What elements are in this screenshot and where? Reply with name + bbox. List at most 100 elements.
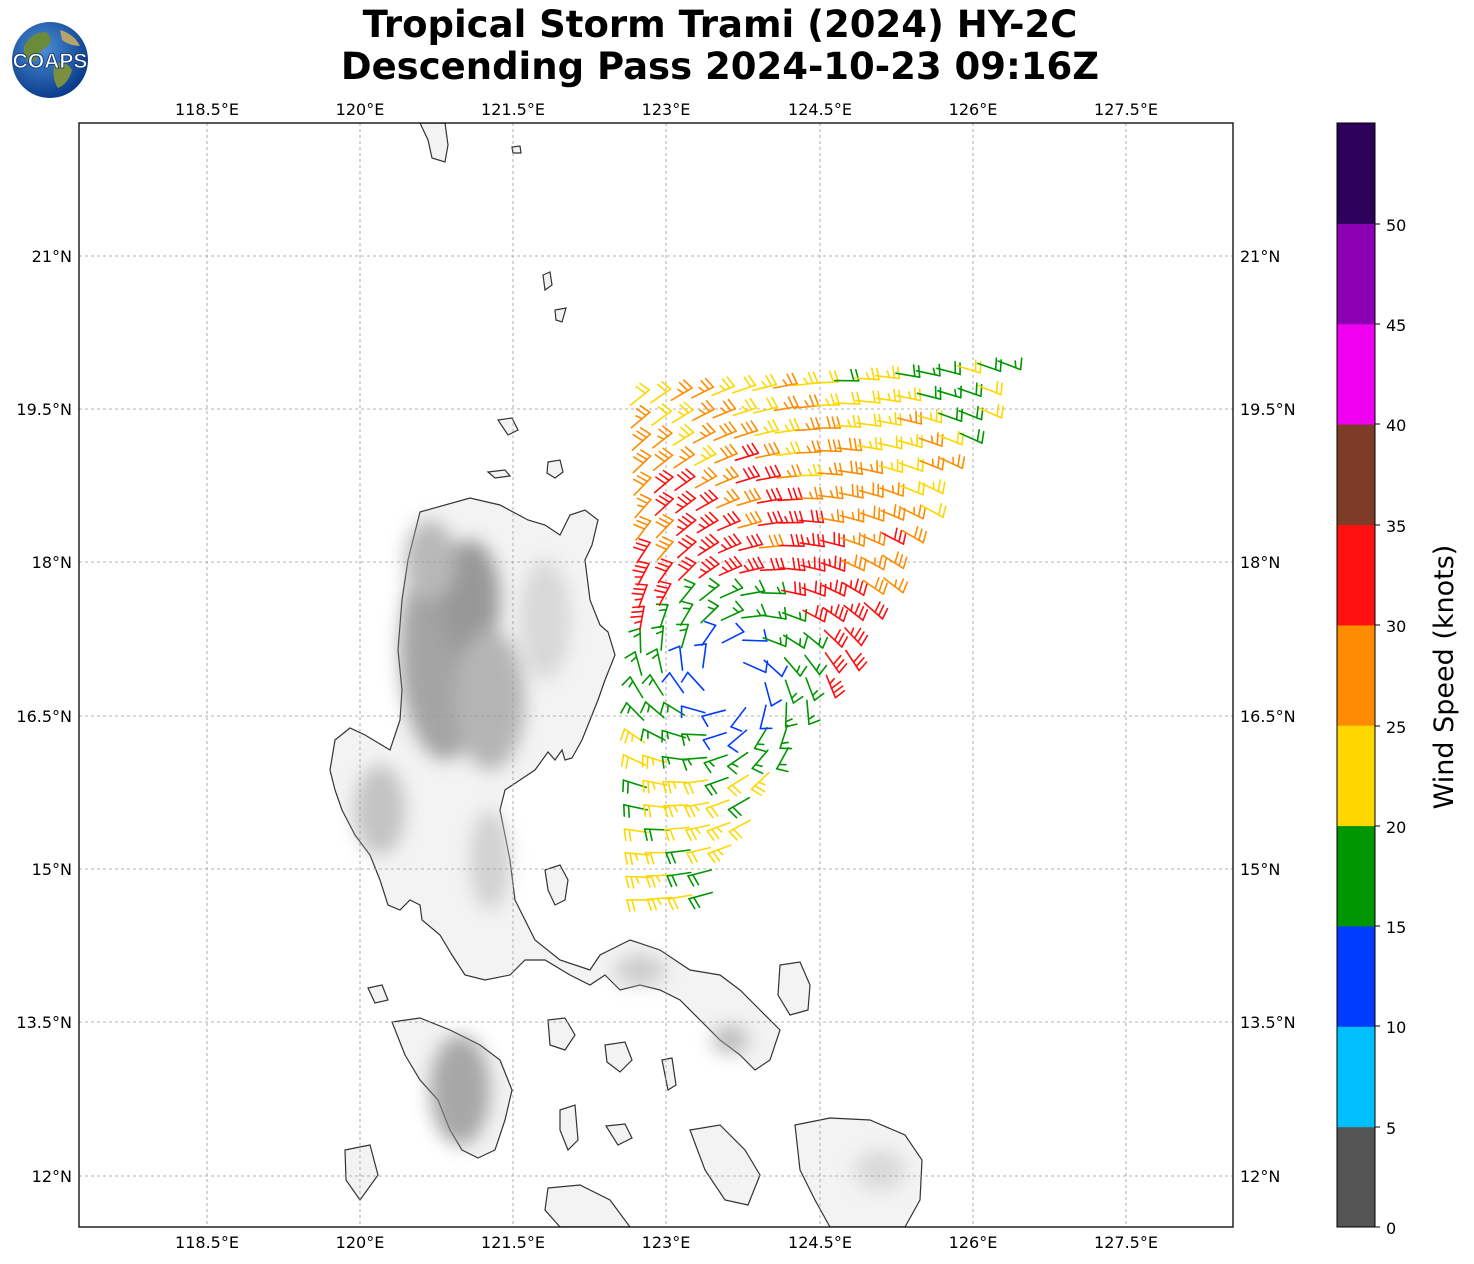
colorbar-segment [1337,1026,1375,1128]
lat-label-15-left: 15°N [32,860,72,879]
wind-barb [668,645,684,671]
wind-barb [880,503,906,521]
wind-barb [681,756,708,771]
wind-barb [750,771,770,796]
wind-barb [784,679,804,704]
wind-barb [622,803,649,819]
small-island-a [367,984,389,1004]
lat-label-18-right: 18°N [1240,553,1280,572]
wind-barb [720,600,745,622]
wind-barb [715,466,739,487]
wind-barb [862,576,888,595]
wind-barb [740,579,766,597]
wind-barb [639,701,665,719]
wind-barb [805,677,825,702]
lon-label-118-5-top: 118.5°E [175,100,239,119]
wind-barb [680,733,707,747]
colorbar-label: Wind Speed (knots) [1429,545,1460,810]
wind-barb [921,502,947,519]
title-line1: Tropical Storm Trami (2024) HY-2C [362,3,1078,46]
lon-label-121-5-top: 121.5°E [481,100,545,119]
wind-barb [672,423,695,447]
cb-label-0: 0 [1386,1219,1396,1238]
wind-barb [654,491,675,516]
wind-barb [845,649,868,672]
lon-labels-bottom: 118.5°E 120°E 121.5°E 123°E 124.5°E 126°… [175,1233,1158,1252]
colorbar-segment [1337,223,1375,325]
wind-barb [881,527,907,545]
wind-barb [666,871,692,888]
wind-barb [882,551,908,570]
wind-barb [919,455,945,471]
wind-barb [704,776,729,796]
wind-barb [670,379,693,402]
wind-barb [705,799,730,819]
lat-labels-left: 21°N 19.5°N 18°N 16.5°N 15°N 13.5°N 12°N [16,247,72,1186]
small-island-b [344,1144,379,1202]
wind-barb [804,654,828,676]
wind-barb [630,404,651,429]
lat-label-13-5-right: 13.5°N [1240,1013,1296,1032]
wind-barb [834,391,861,405]
wind-barb [821,579,848,597]
wind-barb [688,891,714,910]
wind-barb [680,705,706,719]
wind-barb [655,603,669,629]
wind-barb [733,420,759,439]
wind-barb [675,490,697,514]
wind-barb [780,557,806,572]
colorbar-segment [1337,725,1375,827]
wind-barb [653,580,672,606]
wind-barb [775,746,790,773]
colorbar-segment [1337,123,1375,224]
wind-barb [775,441,801,457]
wind-barb [651,403,673,427]
lat-label-19-5-left: 19.5°N [16,400,72,419]
cb-label-15: 15 [1386,918,1406,937]
wind-barb [883,577,909,594]
wind-barb [877,435,903,450]
wind-barb [721,622,745,644]
wind-barb [632,538,651,564]
wind-barb [860,531,887,547]
taiwan-south-tip [419,123,449,163]
wind-barb [896,387,922,402]
wind-barb [702,731,727,751]
cb-label-5: 5 [1386,1119,1396,1138]
wind-barb [843,602,869,622]
wind-barb [703,754,728,774]
wind-barb [674,468,696,492]
wind-barb [739,556,765,574]
wind-barb [671,401,694,424]
wind-barb [797,486,824,500]
wind-barb [699,577,720,602]
wind-barb [878,458,904,474]
wind-barb [901,525,928,544]
wind-barb [915,363,941,377]
wind-barb [824,652,848,674]
title-line2: Descending Pass 2024-10-23 09:16Z [340,45,1100,88]
lat-label-12-left: 12°N [32,1167,72,1186]
wind-barb [959,428,985,444]
wind-barb [645,648,663,674]
lon-label-120-bottom: 120°E [336,1233,385,1252]
wind-barb [716,511,741,532]
wind-barb [714,443,738,464]
wind-barb [726,751,749,775]
wind-barb [977,380,1004,396]
wind-barb [654,558,674,584]
wind-barb [680,671,705,691]
wind-barb [727,796,751,819]
colorbar-segment [1337,524,1375,626]
wind-barb [772,372,798,389]
map-plot-area [78,122,1234,1228]
wind-barb [677,556,697,581]
cb-label-30: 30 [1386,617,1406,636]
wind-barb [782,634,809,649]
wind-barb [920,479,946,495]
panay-island [544,1184,631,1227]
wind-barb [916,385,942,401]
wind-barb [863,601,889,620]
wind-barb [817,462,843,476]
wind-barb [730,706,747,732]
